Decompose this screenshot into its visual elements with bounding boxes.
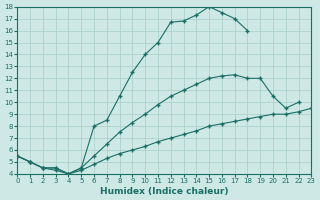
X-axis label: Humidex (Indice chaleur): Humidex (Indice chaleur) bbox=[100, 187, 228, 196]
